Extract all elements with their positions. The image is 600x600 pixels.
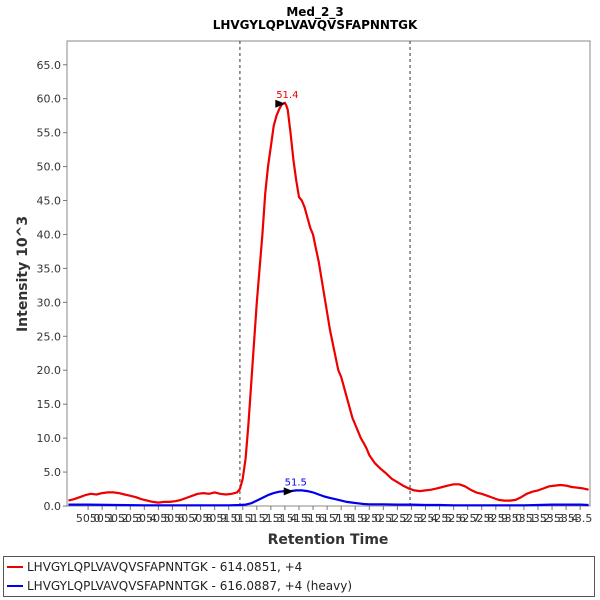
x-tick-label: 51.8 bbox=[329, 512, 354, 525]
x-tick-label: 51.1 bbox=[230, 512, 255, 525]
x-tick-label: 50.5 bbox=[146, 512, 171, 525]
y-tick-label: 5.0 bbox=[44, 466, 62, 479]
x-tick-label: 51.4 bbox=[273, 512, 298, 525]
plot-area bbox=[66, 40, 591, 507]
x-tick-label: 53.5 bbox=[568, 512, 593, 525]
x-tick-label: 53.2 bbox=[526, 512, 551, 525]
x-tick-label: 53.3 bbox=[540, 512, 565, 525]
peak-marker-0 bbox=[275, 99, 286, 108]
x-tick-label: 52.9 bbox=[484, 512, 509, 525]
x-tick-label: 51.0 bbox=[216, 512, 241, 525]
y-tick-label: 50.0 bbox=[37, 161, 62, 174]
x-axis: 50.050.150.250.350.450.550.650.750.850.9… bbox=[76, 506, 593, 525]
peak-label-0: 51.4 bbox=[276, 90, 298, 101]
x-tick-label: 51.3 bbox=[259, 512, 284, 525]
x-tick-label: 53.4 bbox=[554, 512, 579, 525]
legend: LHVGYLQPLVAVQVSFAPNNTGK - 614.0851, +4 L… bbox=[3, 556, 595, 597]
y-axis: 0.0 5.0 10.0 15.0 20.0 25.0 30.0 35.0 40.0 45.0 50… bbox=[37, 59, 67, 513]
series-layer bbox=[68, 101, 589, 507]
y-tick-label: 65.0 bbox=[37, 59, 62, 72]
x-tick-label: 52.2 bbox=[385, 512, 410, 525]
y-tick-label: 45.0 bbox=[37, 195, 62, 208]
series-line-0 bbox=[68, 101, 589, 504]
x-tick-label: 50.9 bbox=[202, 512, 227, 525]
x-tick-label: 52.0 bbox=[357, 512, 382, 525]
legend-item-light: LHVGYLQPLVAVQVSFAPNNTGK - 614.0851, +4 bbox=[4, 558, 302, 576]
y-axis-label: Intensity 10^3 bbox=[15, 216, 31, 332]
y-tick-label: 30.0 bbox=[37, 296, 62, 309]
x-tick-label: 50.1 bbox=[90, 512, 115, 525]
series-line-1 bbox=[68, 489, 589, 507]
x-tick-label: 52.3 bbox=[399, 512, 424, 525]
chromatogram-chart: Med_2_3 LHVGYLQPLVAVQVSFAPNNTGK 50.050.1… bbox=[15, 5, 593, 548]
y-tick-label: 15.0 bbox=[37, 398, 62, 411]
y-tick-label: 55.0 bbox=[37, 127, 62, 140]
y-tick-label: 35.0 bbox=[37, 262, 62, 275]
peak-label-1: 51.5 bbox=[285, 477, 307, 488]
x-tick-label: 51.9 bbox=[343, 512, 368, 525]
x-tick-label: 51.6 bbox=[301, 512, 326, 525]
x-tick-label: 53.0 bbox=[498, 512, 523, 525]
legend-swatch-light bbox=[7, 566, 23, 568]
y-tick-label: 25.0 bbox=[37, 330, 62, 343]
y-tick-label: 60.0 bbox=[37, 93, 62, 106]
x-tick-label: 52.5 bbox=[427, 512, 452, 525]
legend-label-light: LHVGYLQPLVAVQVSFAPNNTGK - 614.0851, +4 bbox=[27, 560, 303, 574]
peak-marker-1 bbox=[283, 487, 294, 496]
x-tick-label: 50.3 bbox=[118, 512, 143, 525]
x-tick-label: 50.4 bbox=[132, 512, 157, 525]
x-tick-label: 50.0 bbox=[76, 512, 101, 525]
x-tick-label: 51.2 bbox=[245, 512, 270, 525]
x-tick-label: 52.1 bbox=[371, 512, 396, 525]
x-tick-label: 50.6 bbox=[160, 512, 185, 525]
x-tick-label: 52.4 bbox=[413, 512, 438, 525]
legend-item-heavy: LHVGYLQPLVAVQVSFAPNNTGK - 616.0887, +4 (… bbox=[4, 577, 352, 595]
y-tick-label: 10.0 bbox=[37, 432, 62, 445]
x-tick-label: 51.7 bbox=[315, 512, 340, 525]
legend-swatch-heavy bbox=[7, 585, 23, 587]
peak-annotations: 51.4 51.5 bbox=[275, 90, 307, 496]
x-tick-label: 50.8 bbox=[188, 512, 213, 525]
chart-subtitle: LHVGYLQPLVAVQVSFAPNNTGK bbox=[213, 18, 418, 32]
y-tick-label: 0.0 bbox=[44, 500, 62, 513]
x-tick-label: 52.6 bbox=[441, 512, 466, 525]
chart-title: Med_2_3 bbox=[286, 5, 343, 20]
x-tick-label: 50.2 bbox=[104, 512, 129, 525]
x-tick-label: 52.8 bbox=[469, 512, 494, 525]
y-tick-label: 40.0 bbox=[37, 228, 62, 241]
x-tick-label: 51.5 bbox=[287, 512, 312, 525]
x-tick-label: 53.1 bbox=[512, 512, 537, 525]
y-tick-label: 20.0 bbox=[37, 364, 62, 377]
x-tick-label: 50.7 bbox=[174, 512, 199, 525]
x-tick-label: 52.7 bbox=[455, 512, 480, 525]
legend-label-heavy: LHVGYLQPLVAVQVSFAPNNTGK - 616.0887, +4 (… bbox=[27, 579, 353, 593]
x-axis-label: Retention Time bbox=[268, 532, 389, 548]
